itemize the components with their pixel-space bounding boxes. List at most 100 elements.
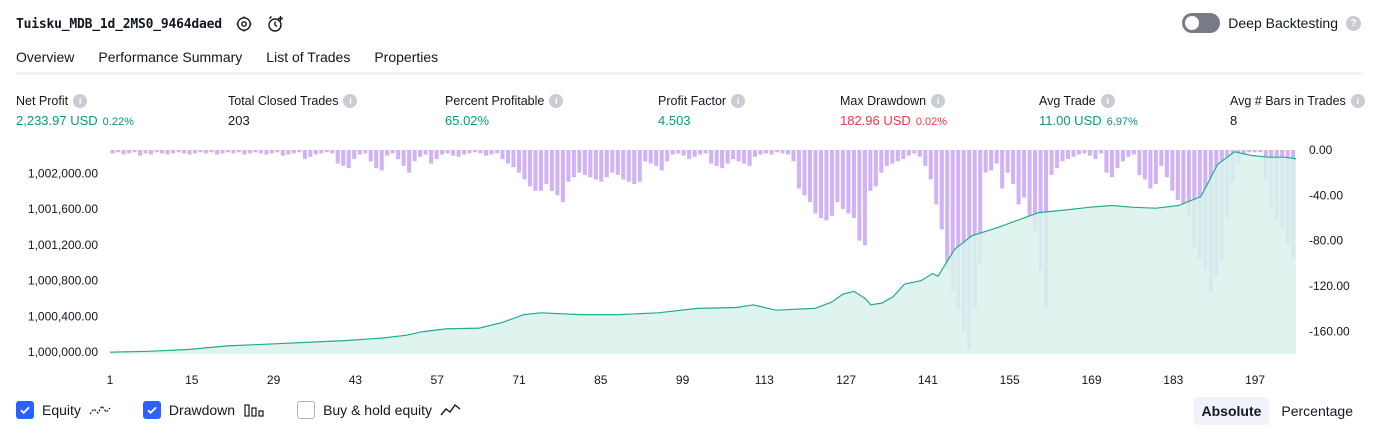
equity-tick-label: 1,001,200.00 [28,238,98,252]
drawdown-bar [1131,150,1136,155]
tabs-divider [16,72,1363,75]
drawdown-bar [1082,150,1087,154]
drawdown-bar [440,150,445,155]
drawdown-bar [379,150,384,171]
drawdown-bar [928,150,933,180]
drawdown-bar [807,150,813,203]
drawdown-bar [1060,150,1065,162]
metric-percent: 0.02% [915,116,948,128]
drawdown-bar [116,150,121,153]
drawdown-bar [412,150,417,162]
drawdown-bar [692,150,697,157]
x-tick-label: 197 [1245,373,1265,387]
metric-value: 4.503 [658,113,691,128]
equity-tick-label: 1,000,800.00 [28,274,98,288]
drawdown-bar [742,150,747,164]
drawdown-bar [302,150,307,160]
drawdown-bar [275,150,280,153]
drawdown-bar [1071,150,1076,157]
drawdown-bar [396,150,401,160]
clock-plus-icon[interactable] [266,14,286,34]
drawdown-bar [1049,150,1054,175]
drawdown-bar [253,150,258,153]
tab-list-of-trades[interactable]: List of Trades [266,49,351,65]
info-icon[interactable]: i [931,94,946,108]
deep-backtesting-label: Deep Backtesting [1228,15,1338,31]
drawdown-bar [143,150,148,154]
drawdown-bar [1093,150,1098,160]
legend-equity[interactable]: Equity [16,401,111,419]
info-icon[interactable]: i [1350,94,1365,108]
tab-performance-summary[interactable]: Performance Summary [98,49,243,65]
equity-checkbox[interactable] [16,401,34,419]
bar-chart-icon [243,402,265,418]
drawdown-bar [429,150,434,164]
equity-line [109,151,1297,353]
drawdown-bar [906,150,911,156]
drawdown-bar [110,150,115,154]
strategy-title: Tuisku_MDB_1d_2MS0_9464daed [16,16,222,32]
drawdown-bar [626,150,631,182]
drawdown-bar [648,150,653,164]
drawdown-bar [269,150,274,154]
equity-axis: 1,000,000.00 1,000,400.00 1,000,800.00 1,00… [28,166,98,359]
gear-icon[interactable] [234,14,254,34]
tab-properties[interactable]: Properties [374,49,439,65]
legend-buy-hold-equity[interactable]: Buy & hold equity [297,401,462,419]
x-tick-label: 85 [594,373,608,387]
drawdown-bar [665,150,670,162]
mode-absolute[interactable]: Absolute [1193,397,1270,425]
drawdown-bar [1120,150,1125,162]
drawdown-bar [1016,150,1021,205]
drawdown-checkbox[interactable] [142,401,161,419]
mode-percentage[interactable]: Percentage [1281,403,1353,419]
drawdown-bar [489,150,494,155]
drawdown-tick-label: -160.00 [1309,324,1350,338]
drawdown-bar [577,150,582,173]
help-icon[interactable]: ? [1346,15,1361,31]
drawdown-bar [731,150,736,160]
drawdown-bar [1252,150,1257,153]
drawdown-bar [203,150,209,154]
drawdown-bar [780,150,785,154]
drawdown-bar [884,150,889,166]
drawdown-bar [1241,150,1246,155]
drawdown-bar [774,150,780,153]
drawdown-bar [330,150,335,154]
drawdown-bar [236,150,241,153]
x-tick-label: 1 [107,373,114,387]
tab-overview[interactable]: Overview [16,46,75,75]
drawdown-bar [604,150,609,178]
info-icon[interactable]: i [343,94,358,108]
equity-area [110,151,1296,354]
trade-number-axis: 1 15 29 43 57 71 85 99 113 127 141 155 169 183 197 [107,373,1266,387]
metric-percent-profitable: Percent Profitable i 65.02% [445,93,564,128]
drawdown-bar [829,150,834,216]
buy-hold-checkbox[interactable] [297,401,316,419]
drawdown-bar [753,150,758,157]
info-icon[interactable]: i [731,94,746,108]
drawdown-bar [1164,150,1169,178]
drawdown-bar [720,150,725,169]
drawdown-bar [385,150,390,156]
info-icon[interactable]: i [549,94,564,108]
drawdown-bar [171,150,176,154]
drawdown-bar [1126,150,1131,157]
drawdown-bar [500,150,505,160]
drawdown-bar [434,150,439,160]
drawdown-bar [149,150,154,155]
drawdown-bar [181,150,187,154]
deep-backtesting-toggle[interactable] [1182,13,1221,33]
strategy-header: Tuisku_MDB_1d_2MS0_9464daed [16,12,286,36]
drawdown-bar [1175,150,1180,200]
metric-total-closed-trades: Total Closed Trades i 203 [228,93,358,128]
equity-drawdown-chart[interactable]: 1,000,000.00 1,000,400.00 1,000,800.00 1,00… [0,140,1379,390]
metric-net-profit: Net Profit i 2,233.97 USD 0.22% [16,93,134,128]
metric-percent: 0.22% [102,116,134,128]
info-icon[interactable]: i [1100,94,1115,108]
info-icon[interactable]: i [73,94,88,108]
drawdown-tick-label: 0.00 [1309,143,1333,157]
legend-drawdown[interactable]: Drawdown [142,401,265,419]
drawdown-bar [1104,150,1109,173]
drawdown-bar [297,150,302,153]
